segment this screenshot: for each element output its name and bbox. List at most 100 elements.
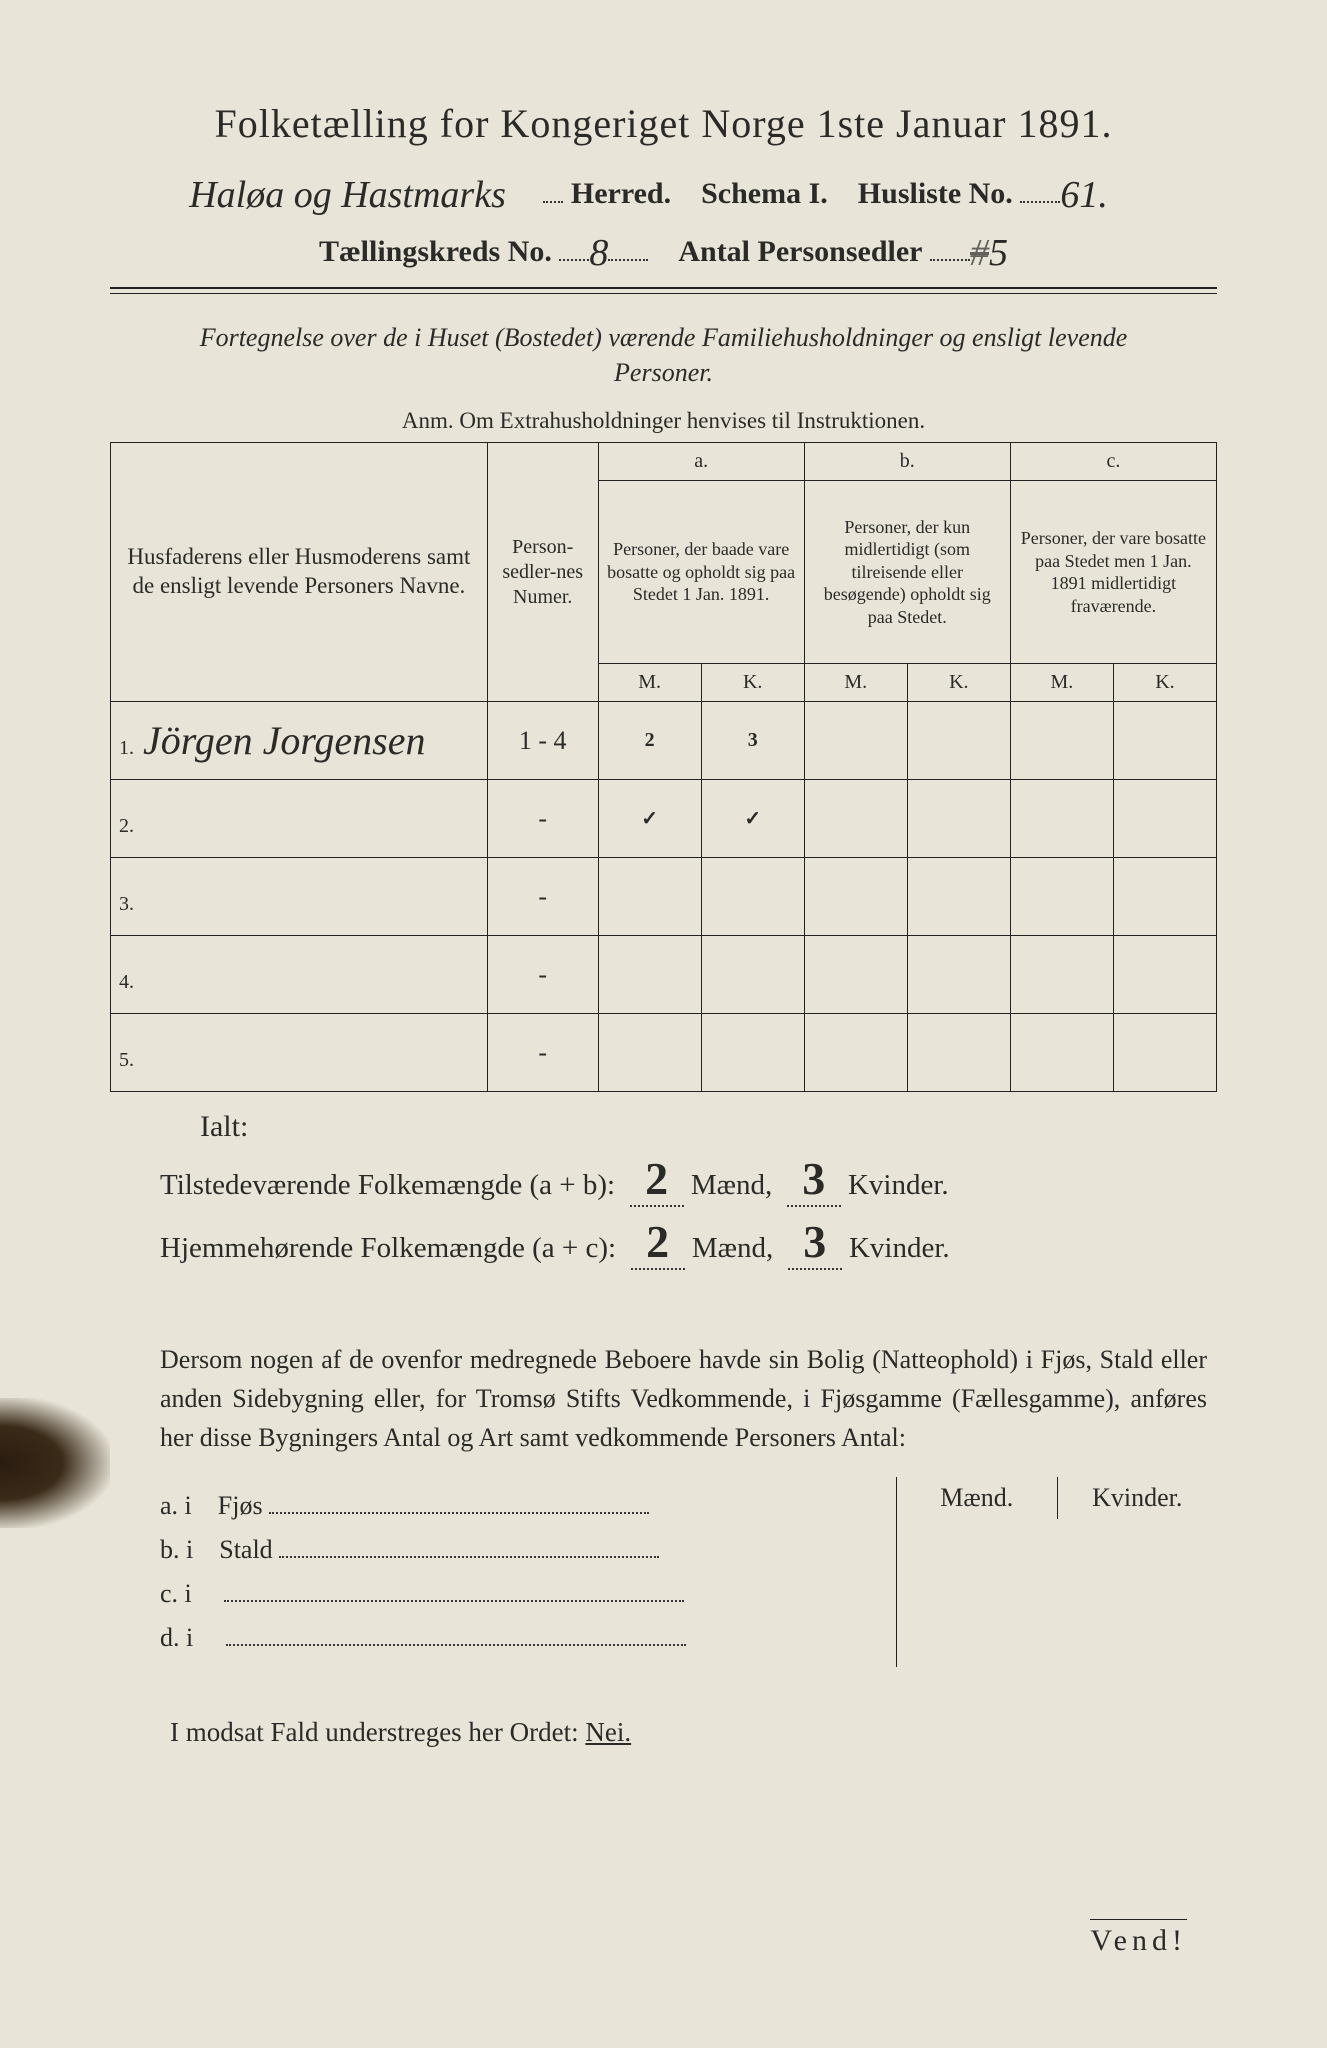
sbg-what: Stald	[219, 1535, 272, 1564]
person-name	[134, 796, 138, 841]
th-name: Husfaderens eller Husmoderens samt de en…	[111, 443, 488, 702]
header-line-2: Tællingskreds No. 8 Antal Personsedler #…	[110, 227, 1217, 271]
a-m: 2	[598, 702, 701, 780]
b-m	[804, 1014, 907, 1092]
kreds-label: Tællingskreds No.	[319, 235, 552, 268]
c-m	[1010, 858, 1113, 936]
row-number: 3.	[111, 858, 488, 936]
a-m	[598, 936, 701, 1014]
nei-word: Nei.	[585, 1717, 631, 1747]
b-k	[907, 780, 1010, 858]
sidebygning-block: a. i Fjøs b. i Stald c. i d. i Mænd. Kvi…	[160, 1477, 1217, 1667]
th-a-text: Personer, der baade vare bosatte og opho…	[598, 481, 804, 664]
c-m	[1010, 702, 1113, 780]
person-name	[134, 1030, 138, 1075]
th-a-m: M.	[598, 664, 701, 702]
th-c-top: c.	[1010, 443, 1216, 481]
resident-k: 3	[788, 1215, 842, 1270]
antal-struck: #	[970, 231, 989, 275]
b-k	[907, 858, 1010, 936]
sidebygning-row: b. i Stald	[160, 1535, 896, 1565]
a-k	[701, 936, 804, 1014]
c-m	[1010, 936, 1113, 1014]
b-m	[804, 936, 907, 1014]
nei-line: I modsat Fald understreges her Ordet: Ne…	[170, 1717, 1217, 1748]
c-k	[1113, 702, 1216, 780]
th-c-text: Personer, der vare bosatte paa Stedet me…	[1010, 481, 1216, 664]
kvinder-label-2: Kvinder.	[849, 1232, 950, 1264]
person-name	[134, 874, 138, 919]
th-c-k: K.	[1113, 664, 1216, 702]
sbg-label: a. i	[160, 1491, 192, 1520]
a-k: ✓	[701, 780, 804, 858]
maend-label-1: Mænd,	[691, 1169, 772, 1201]
a-m	[598, 1014, 701, 1092]
b-k	[907, 702, 1010, 780]
sidebygning-para: Dersom nogen af de ovenfor medregnede Be…	[160, 1340, 1207, 1457]
resident-m: 2	[631, 1215, 685, 1270]
c-k	[1113, 1014, 1216, 1092]
page-title: Folketælling for Kongeriget Norge 1ste J…	[110, 100, 1217, 147]
dotfill	[279, 1556, 659, 1558]
table-row: 1. Jörgen Jorgensen1 - 423	[111, 702, 1217, 780]
personsedler-num: -	[487, 1014, 598, 1092]
b-k	[907, 1014, 1010, 1092]
vend-label: Vend!	[1090, 1919, 1187, 1958]
dotfill	[226, 1644, 686, 1646]
table-row: 3. -	[111, 858, 1217, 936]
sbg-label: d. i	[160, 1623, 193, 1652]
b-k	[907, 936, 1010, 1014]
husliste-label: Husliste No.	[858, 177, 1013, 210]
kvinder-col: Kvinder.	[1057, 1477, 1218, 1519]
th-b-k: K.	[907, 664, 1010, 702]
paper-stain	[0, 1398, 110, 1528]
th-num: Person-sedler-nes Numer.	[487, 443, 598, 702]
dotfill	[224, 1600, 684, 1602]
kvinder-label-1: Kvinder.	[848, 1169, 949, 1201]
sidebygning-row: d. i	[160, 1623, 896, 1653]
personsedler-num: -	[487, 858, 598, 936]
c-m	[1010, 1014, 1113, 1092]
c-m	[1010, 780, 1113, 858]
b-m	[804, 858, 907, 936]
c-k	[1113, 780, 1216, 858]
personsedler-num: -	[487, 936, 598, 1014]
header-line-1: Haløa og Hastmarks Herred. Schema I. Hus…	[110, 169, 1217, 213]
census-form-page: Folketælling for Kongeriget Norge 1ste J…	[0, 0, 1327, 2048]
sidebygning-row: a. i Fjøs	[160, 1491, 896, 1521]
table-row: 2. -✓✓	[111, 780, 1217, 858]
th-a-top: a.	[598, 443, 804, 481]
nei-text: I modsat Fald understreges her Ordet:	[170, 1717, 585, 1747]
b-m	[804, 780, 907, 858]
a-m: ✓	[598, 780, 701, 858]
mk-header: Mænd. Kvinder.	[897, 1477, 1217, 1519]
th-b-top: b.	[804, 443, 1010, 481]
divider	[110, 287, 1217, 294]
antal-label: Antal Personsedler	[678, 235, 922, 268]
kreds-no: 8	[589, 231, 608, 275]
th-b-m: M.	[804, 664, 907, 702]
husliste-no: 61.	[1060, 173, 1108, 217]
sidebygning-row: c. i	[160, 1579, 896, 1609]
row-number: 2.	[111, 780, 488, 858]
row-number: 5.	[111, 1014, 488, 1092]
subtitle: Fortegnelse over de i Huset (Bostedet) v…	[170, 320, 1157, 390]
b-m	[804, 702, 907, 780]
dotfill	[269, 1512, 649, 1514]
person-name: Jörgen Jorgensen	[139, 718, 426, 763]
total-resident-label: Hjemmehørende Folkemængde (a + c):	[160, 1232, 616, 1264]
personsedler-num: -	[487, 780, 598, 858]
antal-val: 5	[989, 231, 1008, 275]
sbg-label: b. i	[160, 1535, 193, 1564]
sbg-label: c. i	[160, 1579, 192, 1608]
present-k: 3	[787, 1152, 841, 1207]
a-k	[701, 1014, 804, 1092]
herred-label: Herred.	[571, 177, 671, 210]
maend-col: Mænd.	[897, 1477, 1057, 1519]
person-name	[134, 952, 138, 997]
anm-note: Anm. Om Extrahusholdninger henvises til …	[110, 408, 1217, 434]
household-table: Husfaderens eller Husmoderens samt de en…	[110, 442, 1217, 1092]
total-present: Tilstedeværende Folkemængde (a + b): 2 M…	[160, 1152, 1217, 1207]
a-k	[701, 858, 804, 936]
a-m	[598, 858, 701, 936]
